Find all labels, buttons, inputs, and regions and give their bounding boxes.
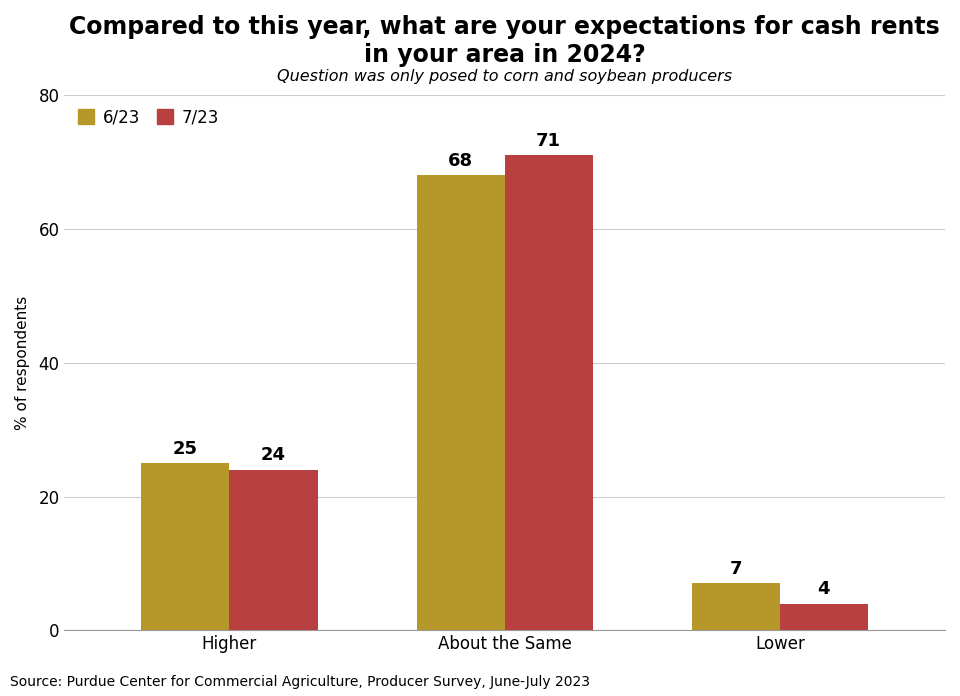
Text: 68: 68 <box>448 152 473 170</box>
Text: 71: 71 <box>537 132 562 150</box>
Bar <box>780 603 868 631</box>
Text: 4: 4 <box>818 580 830 598</box>
Text: Question was only posed to corn and soybean producers: Question was only posed to corn and soyb… <box>277 70 732 84</box>
Bar <box>229 470 318 631</box>
Bar <box>141 463 229 631</box>
Bar <box>505 155 592 631</box>
Bar <box>417 175 505 631</box>
Legend: 6/23, 7/23: 6/23, 7/23 <box>73 104 224 132</box>
Text: 25: 25 <box>173 440 198 458</box>
Y-axis label: % of respondents: % of respondents <box>15 296 30 430</box>
Text: 7: 7 <box>730 560 742 578</box>
Bar <box>692 583 780 631</box>
Text: Source: Purdue Center for Commercial Agriculture, Producer Survey, June-July 202: Source: Purdue Center for Commercial Agr… <box>10 675 589 689</box>
Text: 24: 24 <box>261 446 286 464</box>
Title: Compared to this year, what are your expectations for cash rents
in your area in: Compared to this year, what are your exp… <box>69 15 940 95</box>
